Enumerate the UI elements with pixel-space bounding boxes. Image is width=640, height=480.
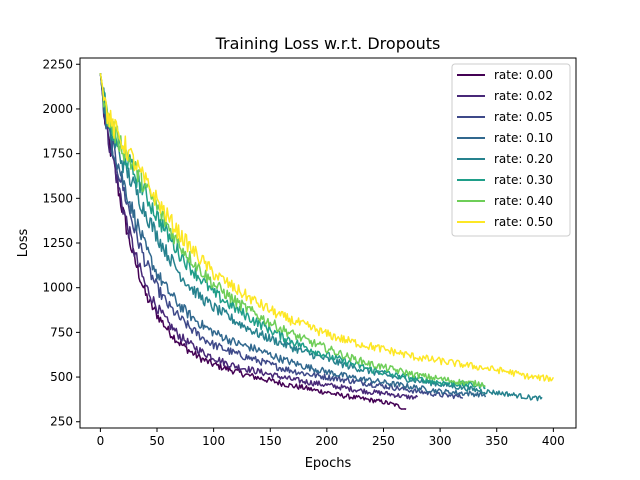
x-tick-label: 300 [429, 434, 452, 448]
x-tick-label: 200 [315, 434, 338, 448]
legend-frame [451, 63, 571, 237]
y-tick-label: 2000 [42, 102, 73, 116]
y-tick-label: 1750 [42, 147, 73, 161]
x-tick-label: 250 [372, 434, 395, 448]
legend-label: rate: 0.30 [494, 173, 553, 187]
x-tick-label: 350 [485, 434, 508, 448]
legend-label: rate: 0.02 [494, 89, 553, 103]
y-tick-label: 500 [50, 370, 73, 384]
series-line-1 [99, 73, 419, 400]
series-line-7 [99, 73, 555, 382]
x-tick-label: 150 [259, 434, 282, 448]
series-line-2 [99, 73, 464, 400]
series-line-3 [99, 73, 487, 398]
legend-label: rate: 0.50 [494, 215, 553, 229]
series-line-6 [99, 73, 486, 388]
y-tick-label: 2250 [42, 57, 73, 71]
x-tick-label: 100 [202, 434, 225, 448]
legend-label: rate: 0.20 [494, 152, 553, 166]
y-tick-label: 1500 [42, 191, 73, 205]
x-tick-label: 400 [542, 434, 565, 448]
x-tick-label: 0 [97, 434, 105, 448]
legend-label: rate: 0.40 [494, 194, 553, 208]
axis-ticks: 0 50 100 150 200 250 300 350 400 250 500 750 1000 125… [42, 57, 564, 448]
y-axis-label: Loss [16, 229, 31, 258]
legend: rate: 0.00 rate: 0.02 rate: 0.05 rate: 0.10… [451, 63, 571, 237]
series-line-5 [99, 73, 486, 390]
y-tick-label: 250 [50, 415, 73, 429]
legend-label: rate: 0.00 [494, 68, 553, 82]
legend-label: rate: 0.10 [494, 131, 553, 145]
y-tick-label: 1000 [42, 281, 73, 295]
x-tick-label: 50 [149, 434, 164, 448]
y-tick-label: 1250 [42, 236, 73, 250]
x-axis-label: Epochs [305, 456, 352, 471]
chart-title: Training Loss w.r.t. Dropouts [215, 34, 441, 53]
plot-area [99, 73, 555, 410]
legend-label: rate: 0.05 [494, 110, 553, 124]
y-tick-label: 750 [50, 325, 73, 339]
